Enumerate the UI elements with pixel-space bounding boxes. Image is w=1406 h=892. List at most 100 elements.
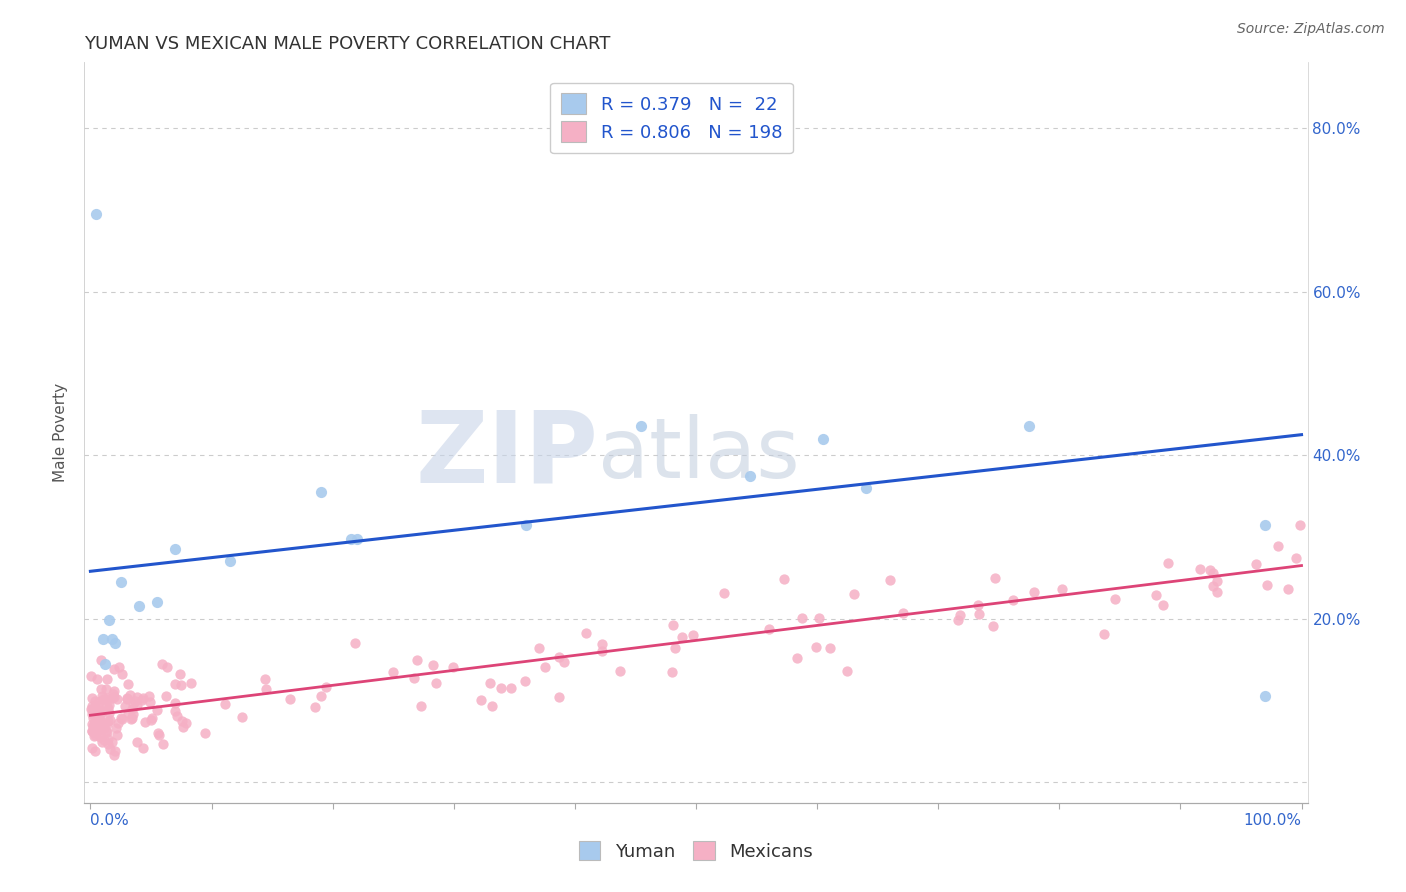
Text: 100.0%: 100.0% <box>1243 813 1302 828</box>
Point <box>146 703 169 717</box>
Point <box>108 660 131 674</box>
Point <box>138 689 160 703</box>
Point <box>80 717 103 731</box>
Point <box>97 702 120 716</box>
Point <box>983 618 1005 632</box>
Point <box>713 586 735 600</box>
Point <box>818 640 841 655</box>
Point <box>983 570 1005 584</box>
Point <box>169 667 191 681</box>
Point <box>120 712 142 726</box>
Point <box>93 718 115 732</box>
Point <box>118 688 141 702</box>
Point <box>662 618 685 632</box>
Point <box>94 723 117 738</box>
Point <box>127 698 149 712</box>
Point <box>103 684 125 698</box>
Point <box>80 723 103 738</box>
Point <box>165 542 187 557</box>
Point <box>790 611 813 625</box>
Point <box>609 665 631 679</box>
Point <box>948 613 970 627</box>
Text: ZIP: ZIP <box>415 407 598 503</box>
Point <box>1254 517 1277 532</box>
Point <box>80 698 103 713</box>
Point <box>150 657 173 672</box>
Point <box>170 714 193 728</box>
Point <box>661 665 683 680</box>
Point <box>1022 585 1045 599</box>
Point <box>1206 574 1229 589</box>
Point <box>114 699 136 714</box>
Point <box>148 728 170 742</box>
Point <box>527 640 550 655</box>
Point <box>110 574 132 589</box>
Point <box>103 663 125 677</box>
Point <box>121 711 143 725</box>
Point <box>96 673 118 687</box>
Point <box>83 743 105 757</box>
Point <box>104 636 127 650</box>
Point <box>82 719 104 733</box>
Point <box>82 724 104 739</box>
Point <box>93 733 115 747</box>
Point <box>82 706 104 721</box>
Point <box>82 691 104 706</box>
Point <box>682 627 704 641</box>
Point <box>86 672 108 686</box>
Point <box>111 712 134 726</box>
Point <box>89 716 111 731</box>
Point <box>591 644 613 658</box>
Point <box>121 697 143 711</box>
Point <box>194 725 217 739</box>
Point <box>804 640 827 654</box>
Text: atlas: atlas <box>598 414 800 495</box>
Point <box>115 692 138 706</box>
Point <box>405 652 427 666</box>
Point <box>422 657 444 672</box>
Point <box>1144 588 1167 602</box>
Point <box>90 705 112 719</box>
Point <box>84 694 107 708</box>
Point <box>91 692 114 706</box>
Point <box>121 706 143 721</box>
Point <box>1202 579 1225 593</box>
Point <box>1244 557 1267 571</box>
Point <box>84 728 107 742</box>
Point <box>117 677 139 691</box>
Point <box>96 690 118 705</box>
Point <box>309 484 332 499</box>
Point <box>84 724 107 739</box>
Point <box>1001 593 1024 607</box>
Point <box>101 735 124 749</box>
Point <box>83 715 105 730</box>
Point <box>758 622 780 636</box>
Point <box>97 698 120 712</box>
Point <box>89 719 111 733</box>
Point <box>835 664 858 678</box>
Point <box>278 692 301 706</box>
Point <box>174 715 197 730</box>
Point <box>101 632 124 647</box>
Point <box>97 714 120 728</box>
Point <box>89 730 111 744</box>
Point <box>80 668 103 682</box>
Point <box>1092 627 1115 641</box>
Point <box>101 688 124 702</box>
Point <box>513 674 536 689</box>
Point <box>94 657 117 671</box>
Point <box>948 608 970 623</box>
Point <box>315 680 337 694</box>
Point <box>470 693 492 707</box>
Point <box>489 681 512 696</box>
Point <box>110 666 132 681</box>
Point <box>89 711 111 725</box>
Legend: Yuman, Mexicans: Yuman, Mexicans <box>572 834 820 868</box>
Point <box>94 692 117 706</box>
Point <box>90 682 112 697</box>
Text: 0.0%: 0.0% <box>90 813 129 828</box>
Point <box>86 704 108 718</box>
Point <box>1018 419 1040 434</box>
Point <box>124 694 146 708</box>
Point <box>155 660 177 674</box>
